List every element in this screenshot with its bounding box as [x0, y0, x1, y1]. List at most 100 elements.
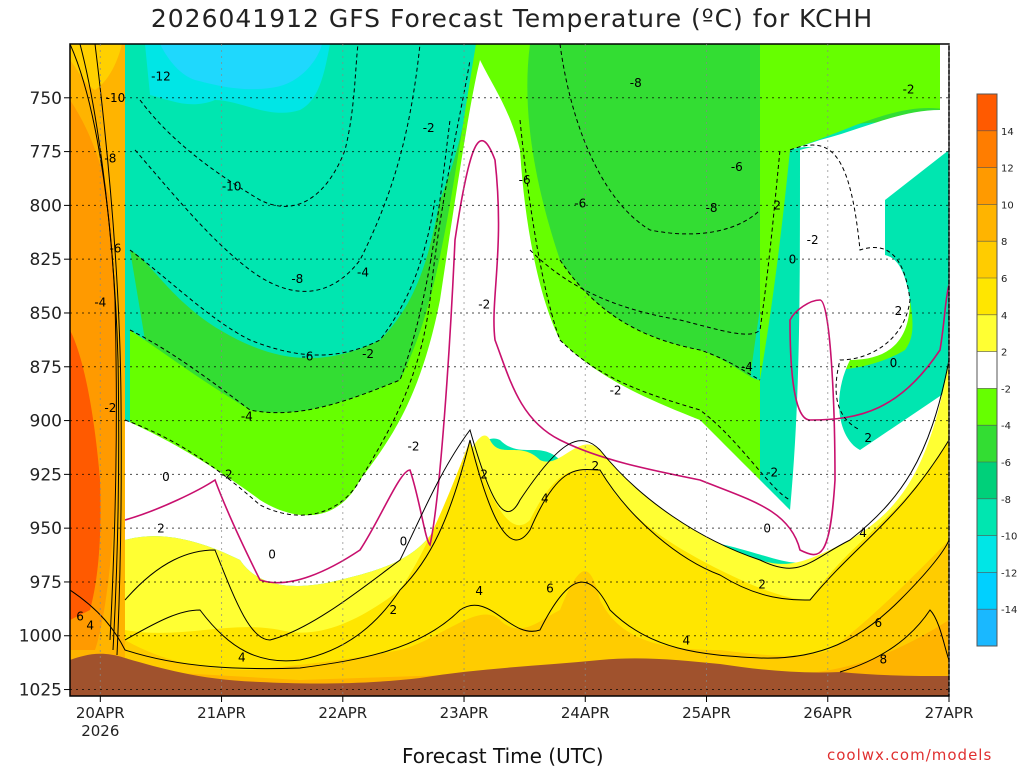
gridlines	[70, 44, 950, 696]
contour-lines	[70, 44, 949, 673]
contour-label: 6	[874, 616, 882, 630]
contour-label: 2	[895, 304, 903, 318]
contour-label: 0	[400, 534, 408, 548]
colorbar-swatch	[977, 130, 997, 169]
contour-label: 2	[758, 577, 766, 591]
contour-label: -4	[241, 410, 253, 424]
colorbar-swatch	[977, 278, 997, 316]
y-tick-label: 1000	[19, 627, 62, 647]
contour-label: -8	[706, 201, 718, 215]
contour-label: -4	[741, 360, 753, 374]
contour-label: -2	[903, 82, 915, 96]
band-left-hottest	[70, 330, 101, 620]
contour-label: -2	[807, 233, 819, 247]
contour-minus6	[129, 149, 781, 356]
contour-label: -2	[423, 121, 435, 135]
contour-label: 0	[789, 252, 797, 266]
contour-0	[124, 139, 949, 584]
terrain	[70, 653, 949, 696]
colorbar-tick-label: -10	[1001, 532, 1017, 543]
contour-label: -6	[574, 197, 586, 211]
contour-label: -2	[104, 401, 116, 415]
contour-label: -8	[291, 272, 303, 286]
contour-label: -12	[151, 70, 171, 84]
colorbar-swatch	[977, 498, 997, 537]
band-white-right	[790, 44, 949, 265]
colorbar-swatch	[977, 94, 997, 132]
contour-plus8	[839, 609, 949, 673]
contour-minus10	[139, 44, 359, 207]
contour-label: 4	[475, 584, 483, 598]
colorbar-tick-label: 2	[1001, 348, 1007, 359]
contour-label: -2	[610, 384, 622, 398]
y-tick-label: 900	[30, 412, 62, 432]
x-tick-label: 27APR	[925, 704, 974, 722]
contour-minus2	[124, 59, 911, 516]
colorbar-tick-label: -8	[1001, 495, 1011, 506]
contour-label: -8	[104, 151, 116, 165]
contour-minus8	[134, 44, 761, 292]
y-tick-label: 825	[30, 250, 62, 270]
colorbar-swatch	[977, 204, 997, 242]
contour-label: 0	[268, 547, 276, 561]
contour-label: 2	[389, 603, 397, 617]
contour-label: 2	[592, 459, 600, 473]
colorbar-tick-label: -4	[1001, 421, 1011, 432]
contour-label: 2	[773, 199, 781, 213]
contour-label: 4	[541, 491, 549, 505]
colorbar-tick-label: 6	[1001, 274, 1007, 285]
colorbar-swatch	[977, 351, 997, 389]
y-tick-label: 875	[30, 358, 62, 378]
contour-plus2	[124, 359, 949, 641]
contour-label: 8	[880, 653, 888, 667]
y-tick-label: 925	[30, 465, 62, 485]
colorbar-swatch	[977, 241, 997, 279]
y-tick-label: 975	[30, 573, 62, 593]
band-minus4-right	[760, 44, 949, 380]
contour-label: 0	[162, 470, 170, 484]
x-tick-label: 24APR	[561, 704, 610, 722]
colorbar-swatch	[977, 462, 997, 500]
band-plus4	[70, 440, 949, 696]
contour-left-3	[94, 44, 122, 656]
contour-label: -6	[109, 242, 121, 256]
y-tick-label: 950	[30, 519, 62, 539]
contour-left-2	[79, 44, 120, 651]
contour-label: 2	[157, 521, 165, 535]
contour-label: 6	[76, 610, 84, 624]
x-tick-label: 22APR	[318, 704, 367, 722]
contour-label: -4	[94, 296, 106, 310]
colorbar-tick-label: -12	[1001, 568, 1017, 579]
temperature-field	[70, 44, 949, 696]
y-tick-label: 750	[30, 89, 62, 109]
colorbar-tick-label: 10	[1001, 200, 1014, 211]
contour-label: -8	[630, 76, 642, 90]
contour-label: -4	[357, 265, 369, 279]
contour-plus6	[70, 539, 949, 670]
y-tick-label: 775	[30, 143, 62, 163]
contour-label: 4	[859, 526, 867, 540]
colorbar-swatch	[977, 609, 997, 647]
contour-label: 4	[86, 618, 94, 632]
contour-label: -2	[766, 466, 778, 480]
colorbar-swatch	[977, 314, 997, 353]
colorbar-swatch	[977, 572, 997, 610]
contour-label: -10	[222, 179, 242, 193]
contour-label: -2	[408, 440, 420, 454]
contour-label: 0	[890, 356, 898, 370]
contour-label: 4	[238, 651, 246, 665]
colorbar-tick-label: -14	[1001, 605, 1017, 616]
contour-minus4	[129, 119, 761, 414]
colorbar: 14 12 10 8 6 4 2 -2 -4 -6 -8 -10 -12 -14	[976, 93, 1017, 647]
contour-label: -6	[519, 173, 531, 187]
contour-label: 2	[864, 431, 872, 445]
x-axis-label: Forecast Time (UTC)	[402, 744, 604, 768]
contour-label: -6	[731, 160, 743, 174]
chart-title: 2026041912 GFS Forecast Temperature (ºC)…	[150, 4, 874, 33]
contour-label: 6	[546, 582, 554, 596]
colorbar-tick-label: 12	[1001, 164, 1014, 175]
contour-label: 2	[480, 468, 488, 482]
x-tick-label: 20APR	[76, 704, 125, 722]
x-tick-label: 25APR	[682, 704, 731, 722]
